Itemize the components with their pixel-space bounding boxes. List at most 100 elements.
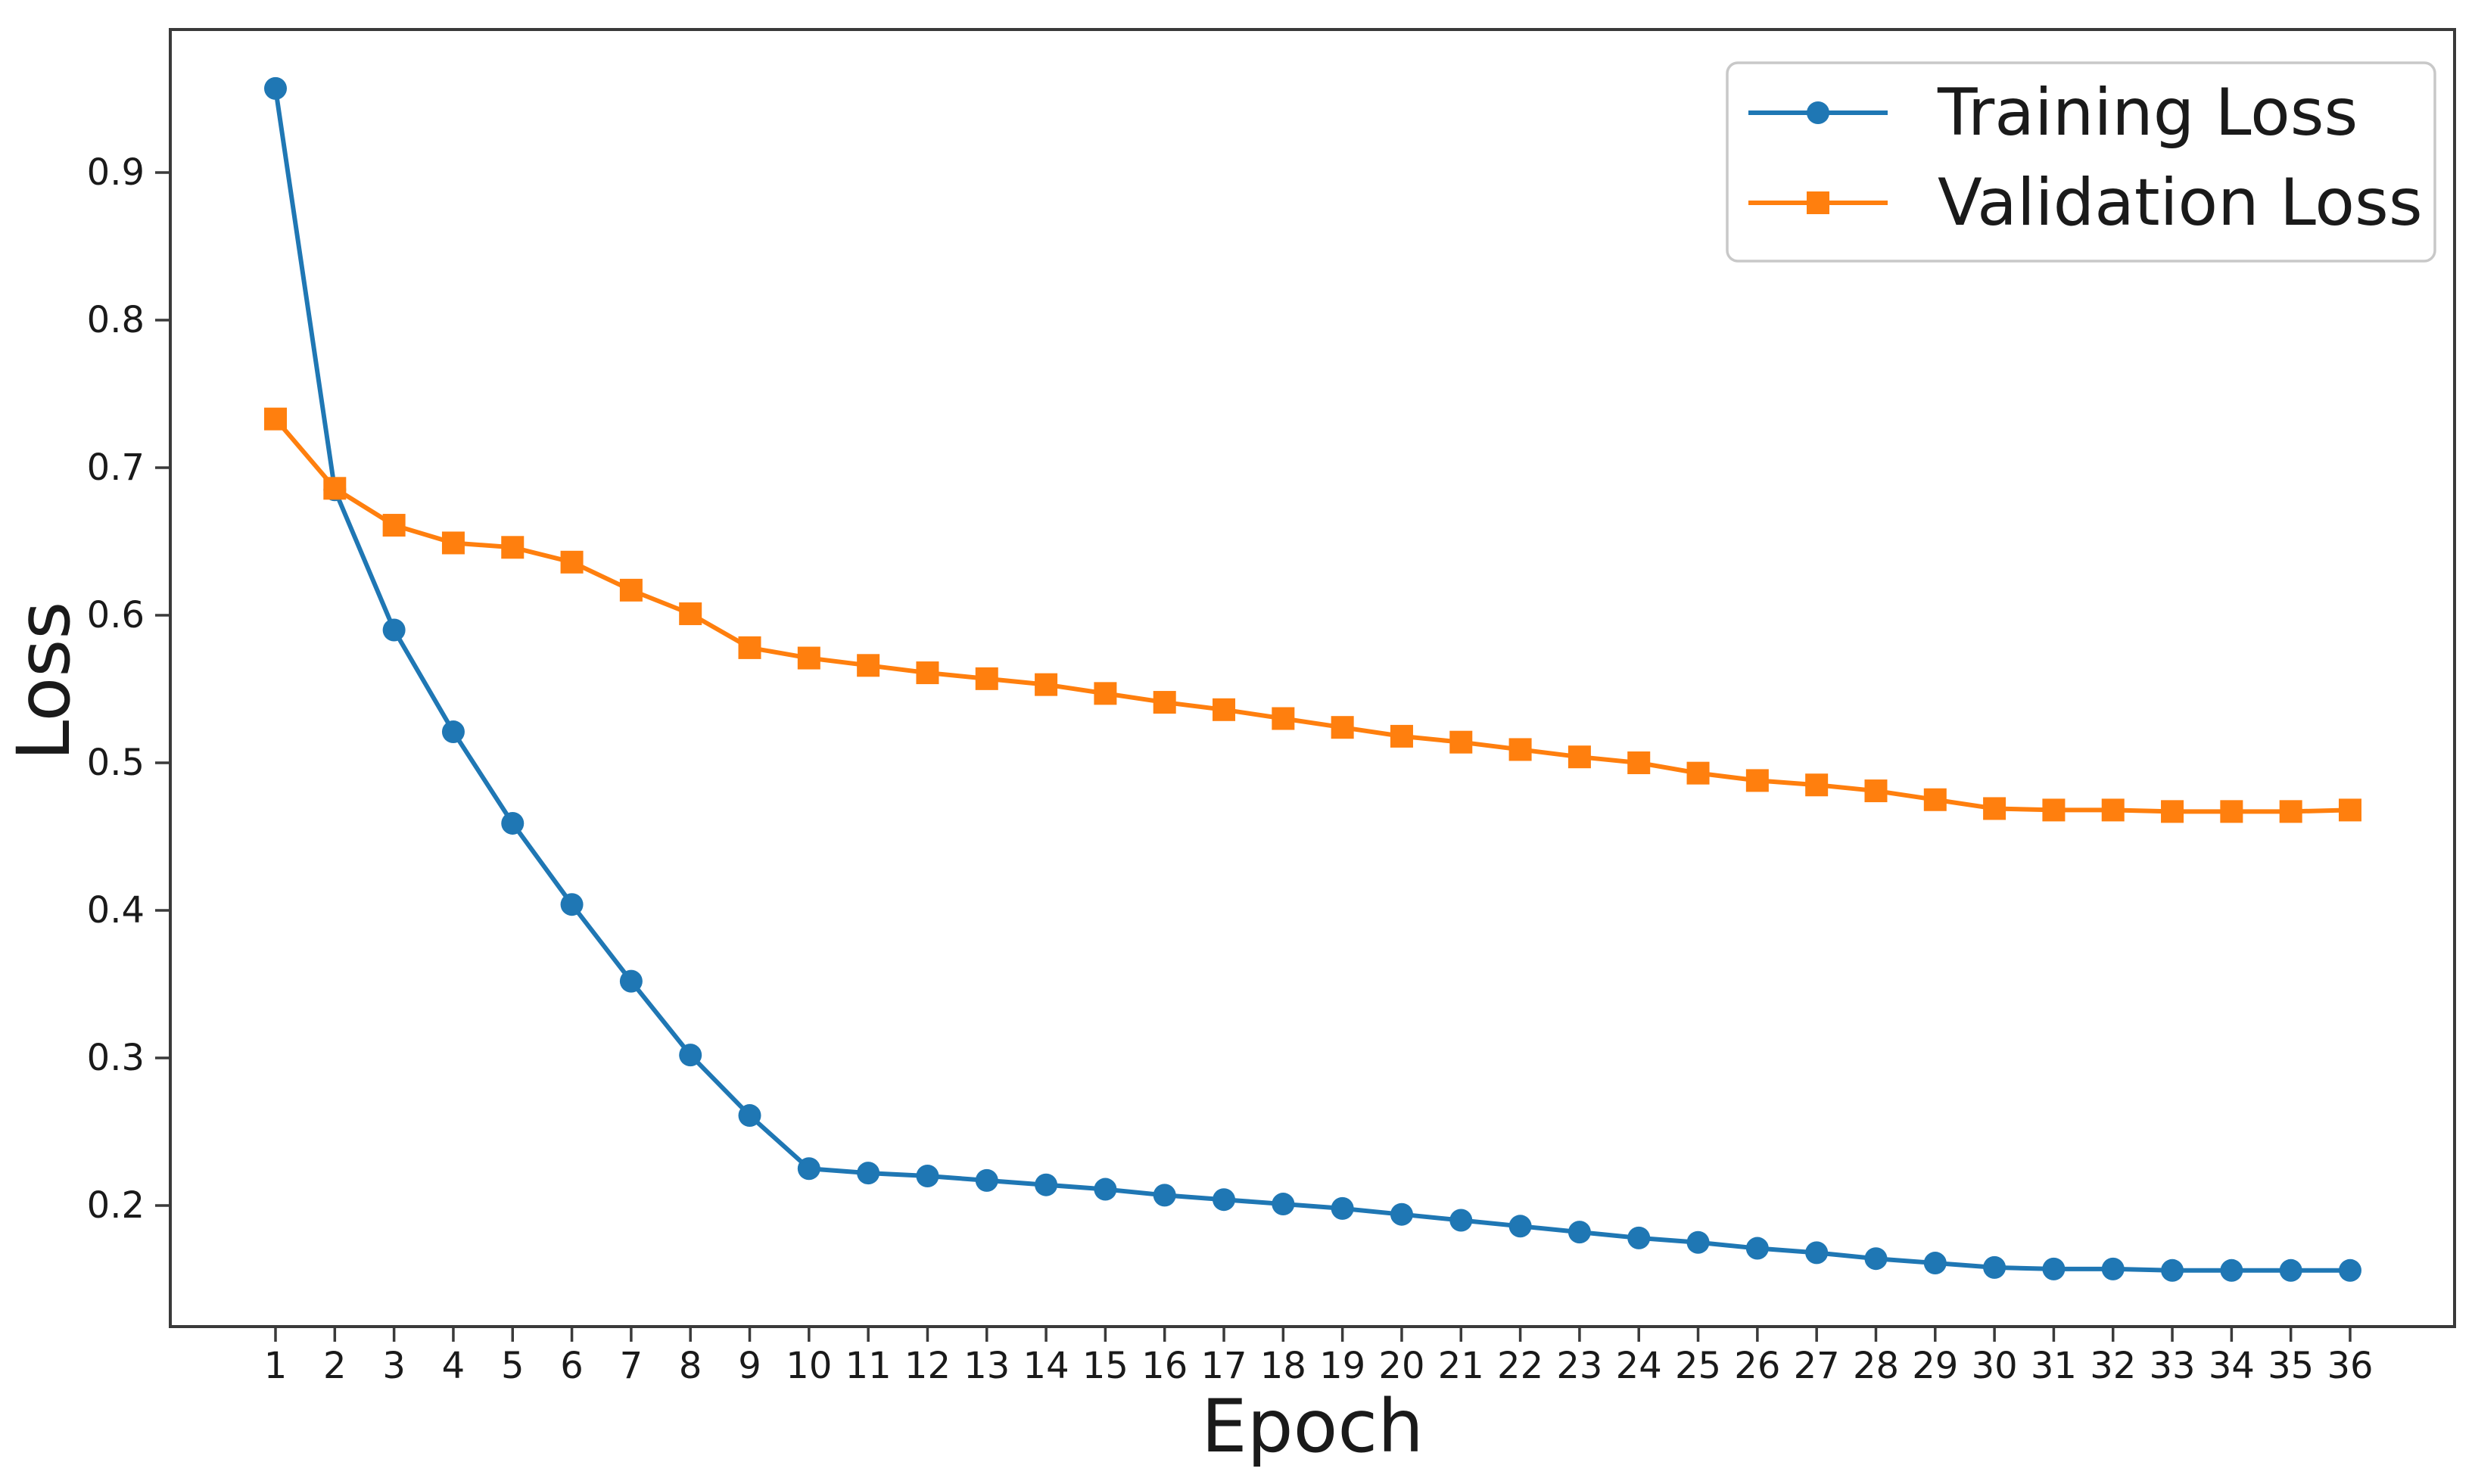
training-loss-point bbox=[2338, 1258, 2361, 1282]
training-loss-point bbox=[1213, 1188, 1236, 1212]
x-tick-label: 22 bbox=[1497, 1345, 1543, 1387]
training-loss-point bbox=[916, 1165, 939, 1187]
legend: Training Loss Validation Loss bbox=[1726, 61, 2436, 263]
training-loss-point bbox=[264, 76, 287, 100]
training-loss-point bbox=[1094, 1178, 1117, 1201]
training-loss-point bbox=[2279, 1258, 2302, 1282]
validation-loss-point bbox=[1449, 730, 1473, 754]
training-loss-point bbox=[441, 720, 465, 744]
validation-loss-point bbox=[975, 667, 998, 690]
validation-loss-point bbox=[1272, 707, 1295, 730]
training-loss-point bbox=[1686, 1230, 1710, 1254]
validation-loss-point bbox=[1923, 788, 1947, 811]
x-tick-label: 25 bbox=[1675, 1345, 1721, 1387]
validation-loss-point bbox=[1627, 751, 1651, 774]
legend-label-validation: Validation Loss bbox=[1938, 165, 2423, 241]
validation-loss-legend-marker bbox=[1807, 191, 1829, 214]
training-loss-point bbox=[1983, 1255, 2006, 1279]
x-tick-label: 12 bbox=[904, 1345, 951, 1387]
validation-loss-line bbox=[273, 417, 2351, 814]
x-tick-label: 35 bbox=[2268, 1345, 2314, 1387]
training-loss-point bbox=[1390, 1202, 1413, 1226]
training-loss-legend-marker bbox=[1807, 101, 1829, 124]
validation-loss-point bbox=[2279, 800, 2302, 823]
validation-loss-point bbox=[1686, 761, 1710, 785]
training-loss-point bbox=[1153, 1184, 1176, 1207]
training-loss-point bbox=[1864, 1247, 1888, 1271]
validation-loss-point bbox=[1153, 691, 1176, 714]
x-tick-label: 24 bbox=[1616, 1345, 1662, 1387]
training-loss-point bbox=[797, 1157, 820, 1181]
x-tick-label: 32 bbox=[2090, 1345, 2136, 1387]
x-tick-label: 5 bbox=[501, 1345, 525, 1387]
training-loss-point bbox=[619, 969, 643, 993]
validation-loss-point bbox=[1805, 773, 1829, 797]
training-loss-point bbox=[738, 1104, 761, 1128]
y-tick-label: 0.2 bbox=[87, 1184, 145, 1227]
validation-loss-point bbox=[738, 636, 761, 659]
validation-loss-point bbox=[1035, 673, 1058, 696]
validation-loss-point bbox=[1568, 745, 1591, 769]
training-loss-point bbox=[1627, 1226, 1651, 1249]
x-tick-label: 18 bbox=[1260, 1345, 1306, 1387]
x-tick-label: 21 bbox=[1438, 1345, 1484, 1387]
training-loss-point bbox=[1508, 1215, 1532, 1238]
training-loss-point bbox=[679, 1044, 702, 1067]
validation-loss-point bbox=[2042, 798, 2066, 822]
training-loss-point bbox=[1449, 1209, 1473, 1232]
y-axis-ticks: 0.2 0.3 0.4 0.5 0.6 0.7 0.8 0.9 bbox=[87, 151, 170, 1227]
x-tick-label: 27 bbox=[1794, 1345, 1840, 1387]
validation-loss-point bbox=[382, 514, 406, 537]
validation-loss-point bbox=[1508, 738, 1532, 761]
x-tick-label: 20 bbox=[1378, 1345, 1424, 1387]
x-tick-label: 19 bbox=[1319, 1345, 1365, 1387]
legend-box bbox=[1726, 61, 2436, 263]
x-tick-label: 17 bbox=[1200, 1345, 1247, 1387]
training-loss-point bbox=[1331, 1196, 1354, 1220]
validation-loss-point bbox=[1331, 716, 1354, 739]
training-loss-point bbox=[857, 1162, 880, 1185]
validation-loss-point bbox=[323, 477, 347, 500]
training-loss-point bbox=[2161, 1258, 2184, 1282]
training-loss-point bbox=[2101, 1257, 2125, 1280]
validation-loss-point bbox=[1864, 779, 1888, 803]
x-tick-label: 36 bbox=[2327, 1345, 2373, 1387]
x-axis-title: Epoch bbox=[1201, 1384, 1424, 1469]
validation-loss-point bbox=[679, 602, 702, 626]
y-tick-label: 0.3 bbox=[87, 1037, 145, 1079]
x-tick-label: 29 bbox=[1912, 1345, 1958, 1387]
y-tick-label: 0.8 bbox=[87, 299, 145, 341]
training-loss-series bbox=[264, 76, 2361, 1282]
x-tick-label: 30 bbox=[1972, 1345, 2018, 1387]
x-tick-label: 31 bbox=[2031, 1345, 2077, 1387]
x-tick-label: 28 bbox=[1853, 1345, 1899, 1387]
x-tick-label: 6 bbox=[560, 1345, 584, 1387]
validation-loss-series bbox=[264, 407, 2361, 823]
validation-loss-point bbox=[1390, 724, 1413, 748]
x-tick-label: 7 bbox=[620, 1345, 643, 1387]
plot-frame bbox=[169, 28, 2456, 1328]
training-loss-point bbox=[560, 893, 584, 916]
legend-entry-training: Training Loss bbox=[1748, 75, 2358, 151]
x-tick-label: 2 bbox=[323, 1345, 347, 1387]
training-loss-point bbox=[382, 618, 406, 642]
x-tick-label: 9 bbox=[738, 1345, 761, 1387]
training-loss-point bbox=[1923, 1252, 1947, 1275]
y-axis-title: Loss bbox=[2, 602, 86, 761]
training-loss-point bbox=[2220, 1258, 2243, 1282]
x-tick-label: 14 bbox=[1023, 1345, 1069, 1387]
validation-loss-point bbox=[501, 536, 525, 559]
training-loss-point bbox=[975, 1168, 998, 1192]
validation-loss-point bbox=[441, 531, 465, 555]
x-tick-label: 26 bbox=[1734, 1345, 1780, 1387]
series-layer bbox=[264, 76, 2361, 1282]
training-loss-line bbox=[273, 88, 2350, 1273]
validation-loss-point bbox=[916, 661, 939, 685]
validation-loss-point bbox=[2101, 798, 2125, 822]
validation-loss-point bbox=[797, 646, 820, 670]
training-loss-point bbox=[1568, 1221, 1591, 1244]
x-tick-label: 15 bbox=[1082, 1345, 1129, 1387]
y-tick-label: 0.6 bbox=[87, 594, 145, 636]
y-tick-label: 0.9 bbox=[87, 151, 145, 194]
